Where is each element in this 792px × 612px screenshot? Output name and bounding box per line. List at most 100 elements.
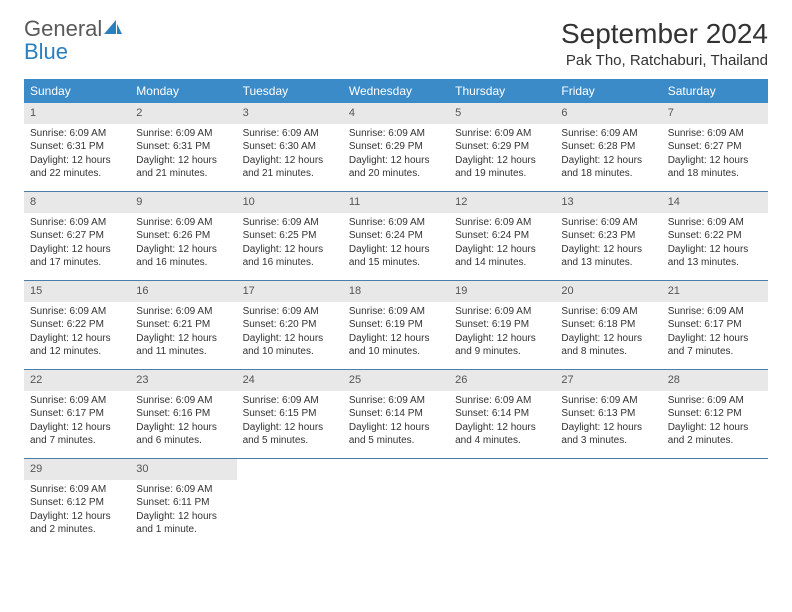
day-cell: 25Sunrise: 6:09 AMSunset: 6:14 PMDayligh… [343,370,449,458]
sunrise-line: Sunrise: 6:09 AM [136,127,230,141]
sunrise-line: Sunrise: 6:09 AM [668,127,762,141]
sunrise-line: Sunrise: 6:09 AM [30,483,124,497]
day-body: Sunrise: 6:09 AMSunset: 6:14 PMDaylight:… [343,391,449,454]
daylight-line: Daylight: 12 hours and 13 minutes. [561,243,655,270]
logo-blue: Blue [24,39,68,64]
daylight-line: Daylight: 12 hours and 5 minutes. [349,421,443,448]
sunset-line: Sunset: 6:27 PM [30,229,124,243]
sunset-line: Sunset: 6:23 PM [561,229,655,243]
sunrise-line: Sunrise: 6:09 AM [243,305,337,319]
day-body: Sunrise: 6:09 AMSunset: 6:25 PMDaylight:… [237,213,343,276]
day-number: 6 [555,103,661,124]
sunset-line: Sunset: 6:26 PM [136,229,230,243]
day-body: Sunrise: 6:09 AMSunset: 6:20 PMDaylight:… [237,302,343,365]
day-number: 29 [24,459,130,480]
sunset-line: Sunset: 6:29 PM [455,140,549,154]
week-row: 8Sunrise: 6:09 AMSunset: 6:27 PMDaylight… [24,192,768,281]
day-body: Sunrise: 6:09 AMSunset: 6:19 PMDaylight:… [343,302,449,365]
daylight-line: Daylight: 12 hours and 4 minutes. [455,421,549,448]
sunrise-line: Sunrise: 6:09 AM [349,394,443,408]
day-cell: 20Sunrise: 6:09 AMSunset: 6:18 PMDayligh… [555,281,661,369]
day-number: 5 [449,103,555,124]
day-cell: 15Sunrise: 6:09 AMSunset: 6:22 PMDayligh… [24,281,130,369]
day-body: Sunrise: 6:09 AMSunset: 6:26 PMDaylight:… [130,213,236,276]
sunrise-line: Sunrise: 6:09 AM [243,127,337,141]
day-cell: 12Sunrise: 6:09 AMSunset: 6:24 PMDayligh… [449,192,555,280]
daylight-line: Daylight: 12 hours and 16 minutes. [136,243,230,270]
day-cell [343,459,449,547]
day-header-saturday: Saturday [662,79,768,103]
day-cell: 16Sunrise: 6:09 AMSunset: 6:21 PMDayligh… [130,281,236,369]
sunset-line: Sunset: 6:12 PM [30,496,124,510]
sunrise-line: Sunrise: 6:09 AM [30,394,124,408]
daylight-line: Daylight: 12 hours and 18 minutes. [561,154,655,181]
sunset-line: Sunset: 6:31 PM [136,140,230,154]
day-cell [662,459,768,547]
sunrise-line: Sunrise: 6:09 AM [455,127,549,141]
sunset-line: Sunset: 6:22 PM [668,229,762,243]
daylight-line: Daylight: 12 hours and 20 minutes. [349,154,443,181]
daylight-line: Daylight: 12 hours and 5 minutes. [243,421,337,448]
sunrise-line: Sunrise: 6:09 AM [455,216,549,230]
day-number: 19 [449,281,555,302]
sunrise-line: Sunrise: 6:09 AM [349,216,443,230]
day-body: Sunrise: 6:09 AMSunset: 6:28 PMDaylight:… [555,124,661,187]
daylight-line: Daylight: 12 hours and 17 minutes. [30,243,124,270]
sunset-line: Sunset: 6:12 PM [668,407,762,421]
week-row: 15Sunrise: 6:09 AMSunset: 6:22 PMDayligh… [24,281,768,370]
daylight-line: Daylight: 12 hours and 18 minutes. [668,154,762,181]
day-number: 26 [449,370,555,391]
sunrise-line: Sunrise: 6:09 AM [455,305,549,319]
sunrise-line: Sunrise: 6:09 AM [561,216,655,230]
day-number: 11 [343,192,449,213]
day-cell: 9Sunrise: 6:09 AMSunset: 6:26 PMDaylight… [130,192,236,280]
logo-general: General [24,16,102,41]
day-cell: 14Sunrise: 6:09 AMSunset: 6:22 PMDayligh… [662,192,768,280]
daylight-line: Daylight: 12 hours and 11 minutes. [136,332,230,359]
week-row: 22Sunrise: 6:09 AMSunset: 6:17 PMDayligh… [24,370,768,459]
day-number: 30 [130,459,236,480]
daylight-line: Daylight: 12 hours and 19 minutes. [455,154,549,181]
day-body: Sunrise: 6:09 AMSunset: 6:15 PMDaylight:… [237,391,343,454]
sunrise-line: Sunrise: 6:09 AM [30,305,124,319]
day-cell: 3Sunrise: 6:09 AMSunset: 6:30 AMDaylight… [237,103,343,191]
day-cell: 21Sunrise: 6:09 AMSunset: 6:17 PMDayligh… [662,281,768,369]
day-number: 17 [237,281,343,302]
day-number: 9 [130,192,236,213]
day-cell: 10Sunrise: 6:09 AMSunset: 6:25 PMDayligh… [237,192,343,280]
day-cell: 1Sunrise: 6:09 AMSunset: 6:31 PMDaylight… [24,103,130,191]
day-body: Sunrise: 6:09 AMSunset: 6:19 PMDaylight:… [449,302,555,365]
day-number: 15 [24,281,130,302]
day-cell: 7Sunrise: 6:09 AMSunset: 6:27 PMDaylight… [662,103,768,191]
day-body: Sunrise: 6:09 AMSunset: 6:12 PMDaylight:… [24,480,130,543]
sunset-line: Sunset: 6:21 PM [136,318,230,332]
daylight-line: Daylight: 12 hours and 7 minutes. [668,332,762,359]
sunrise-line: Sunrise: 6:09 AM [243,216,337,230]
day-cell [237,459,343,547]
day-number: 22 [24,370,130,391]
sunset-line: Sunset: 6:25 PM [243,229,337,243]
day-cell: 5 Sunrise: 6:09 AMSunset: 6:29 PMDaylight… [449,103,555,191]
sunrise-line: Sunrise: 6:09 AM [349,127,443,141]
sunrise-line: Sunrise: 6:09 AM [136,305,230,319]
sunset-line: Sunset: 6:19 PM [349,318,443,332]
day-number: 8 [24,192,130,213]
week-row: 29Sunrise: 6:09 AMSunset: 6:12 PMDayligh… [24,459,768,547]
day-body: Sunrise: 6:09 AMSunset: 6:24 PMDaylight:… [343,213,449,276]
day-number: 1 [24,103,130,124]
day-number: 3 [237,103,343,124]
day-number: 12 [449,192,555,213]
day-number: 23 [130,370,236,391]
daylight-line: Daylight: 12 hours and 14 minutes. [455,243,549,270]
day-body: Sunrise: 6:09 AMSunset: 6:24 PMDaylight:… [449,213,555,276]
day-cell: 8 Sunrise: 6:09 AMSunset: 6:27 PMDaylight… [24,192,130,280]
title-block: September 2024 Pak Tho, Ratchaburi, Thai… [561,18,768,69]
day-cell: 6Sunrise: 6:09 AMSunset: 6:28 PMDaylight… [555,103,661,191]
daylight-line: Daylight: 12 hours and 15 minutes. [349,243,443,270]
day-cell: 18Sunrise: 6:09 AMSunset: 6:19 PMDayligh… [343,281,449,369]
logo-sail-icon [102,18,124,41]
day-header-friday: Friday [555,79,661,103]
day-number: 18 [343,281,449,302]
day-number: 14 [662,192,768,213]
sunrise-line: Sunrise: 6:09 AM [30,216,124,230]
